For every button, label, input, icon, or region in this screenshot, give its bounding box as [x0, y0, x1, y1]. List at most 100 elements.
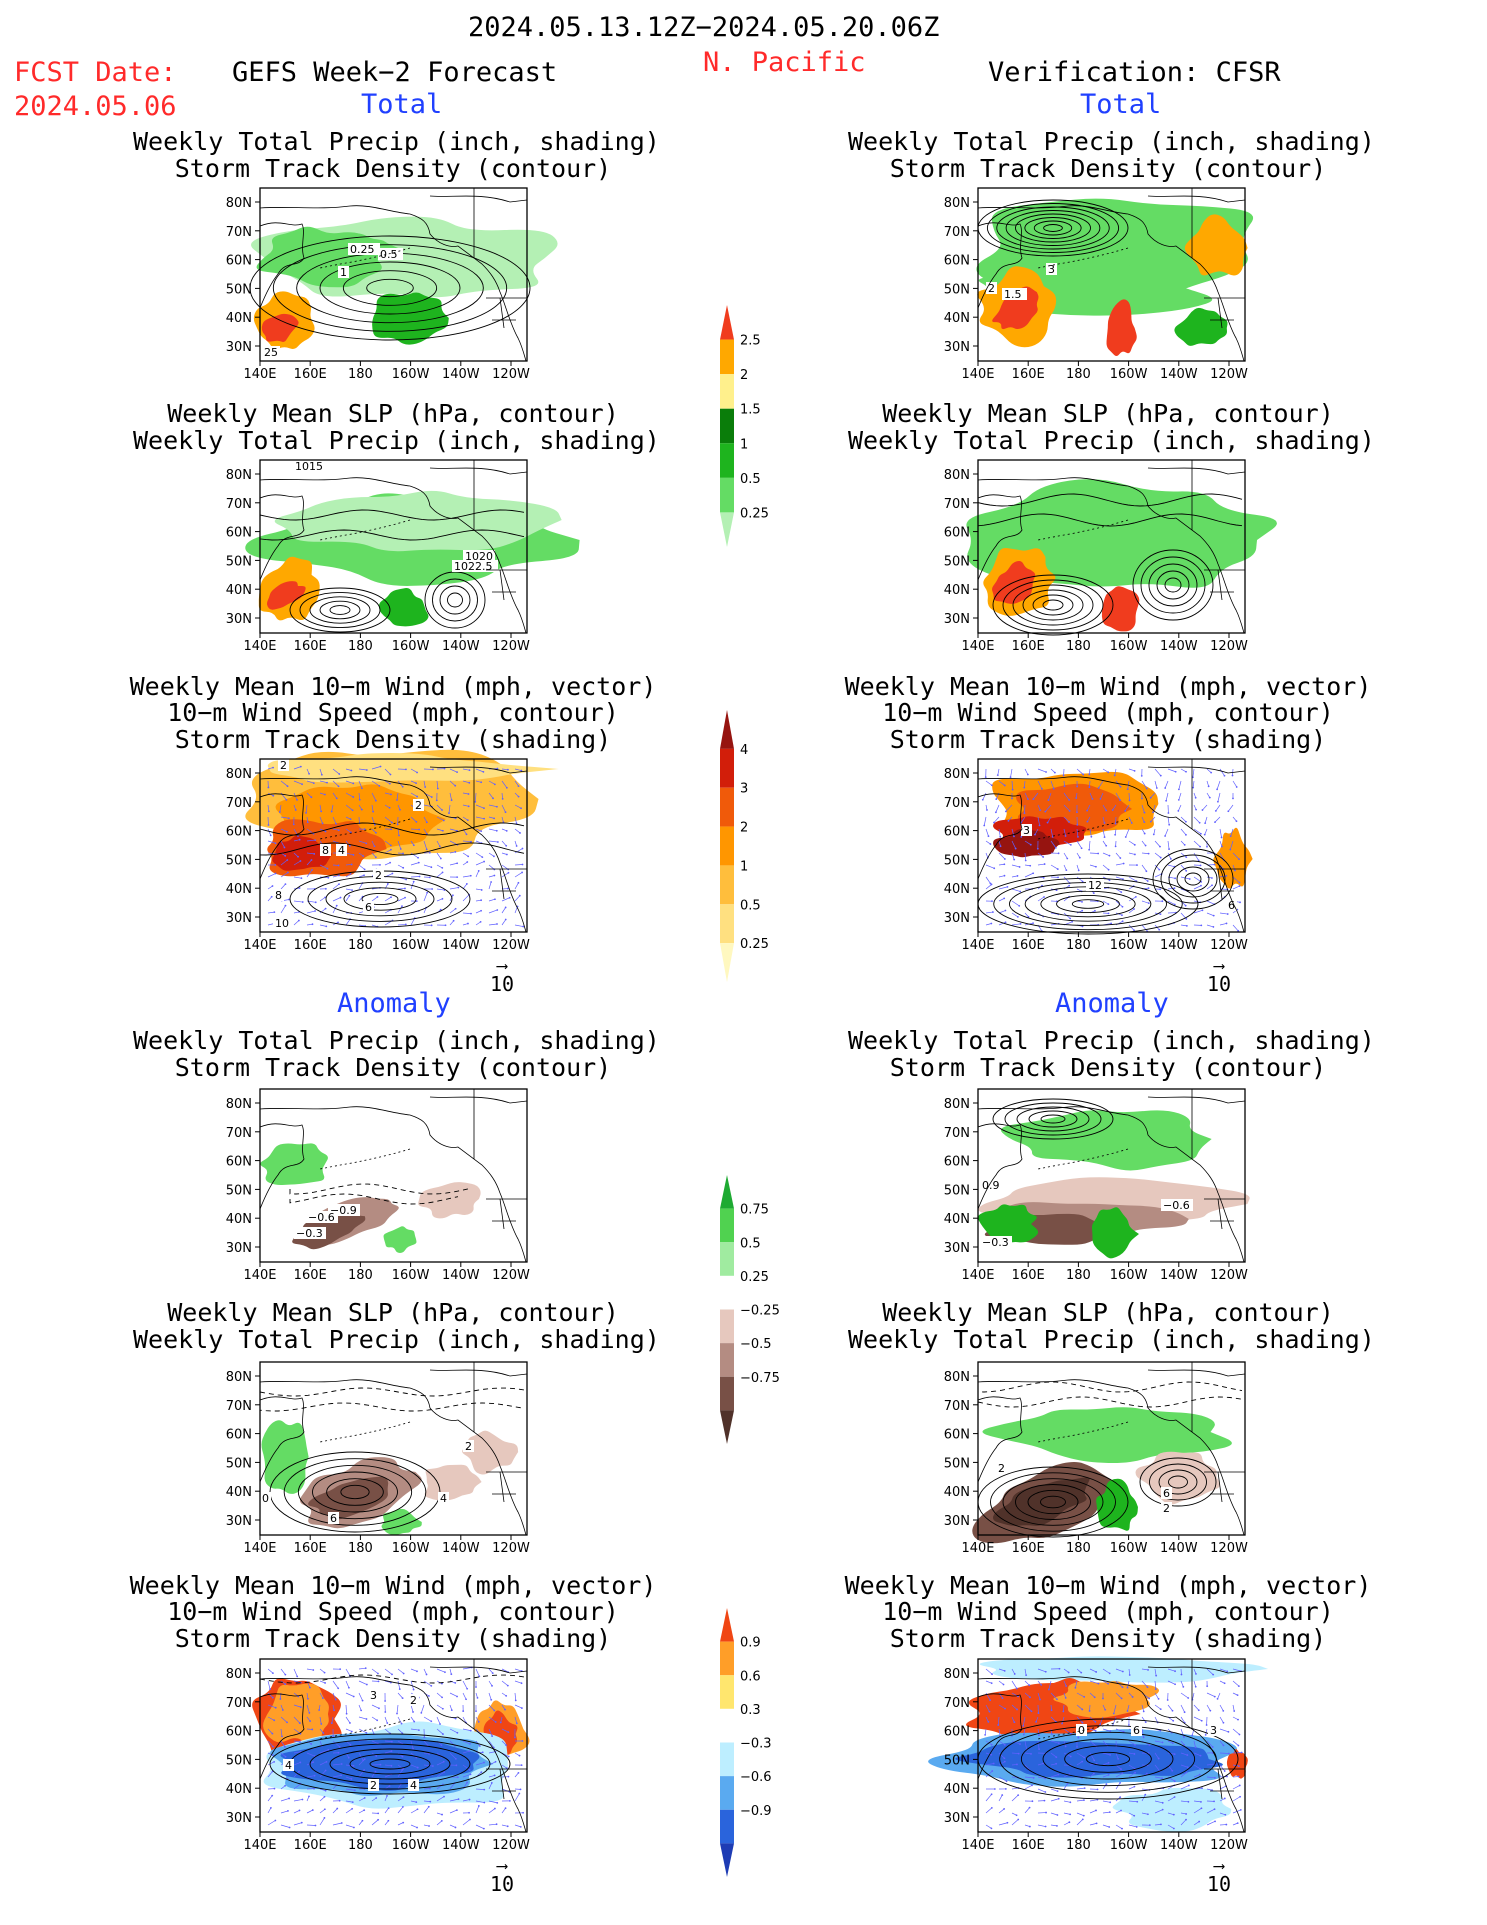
wind-vector [267, 896, 272, 902]
wind-vector-head [1237, 1685, 1240, 1688]
wind-vector [319, 1808, 326, 1814]
wind-vector-head [1056, 868, 1059, 870]
wind-vector-head [454, 1682, 457, 1684]
wind-vector [501, 872, 509, 878]
contour-label-bg [283, 1759, 294, 1771]
wind-vector-head [1071, 920, 1074, 923]
wind-vector [319, 1668, 325, 1673]
wind-vector [267, 1752, 274, 1756]
wind-vector [1024, 804, 1026, 814]
lat-tick-label: 40N [944, 1485, 970, 1500]
wind-vector [998, 898, 1005, 902]
contour-label-bg [368, 1689, 379, 1701]
wind-vector [293, 1810, 300, 1814]
lon-tick-label: 160W [392, 1268, 430, 1283]
contour-label: 0.5 [380, 248, 398, 261]
wind-vector-head [1061, 1722, 1063, 1725]
wind-vector-head [442, 1733, 444, 1735]
contour-label-bg [273, 889, 284, 901]
coastline [977, 1659, 1246, 1833]
wind-vector [1180, 1752, 1188, 1756]
wind-vector-head [440, 1744, 443, 1747]
wind-vector-head [309, 1720, 311, 1722]
contour-label-bg [1131, 1724, 1142, 1736]
lon-tick-label: 140W [442, 367, 480, 382]
wind-vector [501, 816, 504, 823]
wind-vector-head [1214, 821, 1216, 824]
wind-vector [1193, 1740, 1196, 1748]
wind-vector-head [1004, 909, 1007, 912]
wind-vector [1153, 828, 1156, 835]
lon-tick-label: 180 [1066, 367, 1091, 382]
shading-region [1000, 1110, 1212, 1171]
wind-vector-head [271, 1672, 274, 1675]
wind-vector [397, 1752, 403, 1757]
contour-line [326, 1478, 384, 1506]
wind-vector-head [478, 1745, 481, 1747]
lon-tick-label: 160W [392, 1838, 430, 1853]
wind-vector-head [1017, 1794, 1020, 1797]
wind-vector-head [1105, 809, 1108, 812]
wind-vector-head [1213, 1808, 1216, 1811]
wind-vector [1206, 1668, 1214, 1675]
wind-vector [1180, 1800, 1189, 1803]
contour-line [1032, 594, 1074, 616]
wind-vector [998, 1728, 1001, 1737]
wind-vector [1050, 1812, 1058, 1816]
wind-vector [1232, 1796, 1241, 1802]
wind-vector-head [283, 1745, 286, 1748]
lon-tick-label: 140W [1160, 938, 1198, 953]
wind-vector [488, 1740, 495, 1748]
map-frame [977, 758, 1246, 933]
wind-vector-head [1007, 819, 1010, 822]
wind-vector [436, 1761, 444, 1766]
wind-vector [267, 804, 270, 812]
wind-vector-head [1128, 1674, 1131, 1676]
wind-vector [306, 910, 316, 914]
wind-vector-head [1069, 1813, 1072, 1816]
wind-vector-head [1149, 796, 1152, 799]
wind-vector [1206, 1821, 1216, 1826]
wind-vector [358, 1758, 365, 1766]
contour-label: 2 [1163, 1502, 1170, 1515]
wind-vector-head [467, 805, 470, 808]
wind-vector-head [432, 768, 434, 771]
wind-vector-head [348, 844, 351, 847]
wind-vector-head [1064, 835, 1067, 837]
lon-tick-label: 180 [348, 938, 373, 953]
wind-vector-head [1192, 786, 1195, 789]
wind-vector-head [334, 1698, 337, 1701]
wind-vector-head [494, 1760, 497, 1763]
wind-vector-head [311, 1728, 314, 1731]
wind-vector-head [1081, 1760, 1084, 1763]
lon-tick-label: 180 [1066, 639, 1091, 654]
contour-label: 3 [1048, 263, 1055, 276]
wind-vector [488, 1782, 493, 1790]
wind-vector-head [1154, 1688, 1157, 1690]
lat-tick-label: 60N [944, 254, 970, 269]
wind-vector-head [1238, 881, 1241, 884]
wind-vector-head [350, 1730, 353, 1733]
wind-vector-head [1212, 926, 1215, 928]
lat-tick-label: 40N [226, 1485, 252, 1500]
wind-vector-head [1019, 890, 1022, 893]
colorbar-svg: 0.750.50.25−0.25−0.5−0.75 [720, 1175, 780, 1444]
wind-vector-head [1090, 835, 1093, 838]
wind-vector [306, 1775, 315, 1778]
wind-vector [1102, 1800, 1111, 1803]
wind-vector-head [402, 852, 404, 855]
coastline [259, 460, 528, 634]
wind-vector-head [1191, 1734, 1194, 1737]
colorbar-tick-label: 1 [740, 437, 748, 452]
wind-vector-head [515, 1722, 518, 1725]
wind-vector [998, 1794, 1003, 1802]
wind-vector [449, 1809, 458, 1814]
wind-vector [332, 768, 340, 775]
wind-vector-head [350, 769, 353, 772]
wind-vector-head [412, 844, 415, 847]
wind-vector-head [1096, 1788, 1099, 1791]
lon-tick-label: 160W [392, 938, 430, 953]
wind-vector [1167, 864, 1175, 868]
wind-vector [1089, 780, 1091, 788]
wind-vector [1047, 816, 1052, 823]
